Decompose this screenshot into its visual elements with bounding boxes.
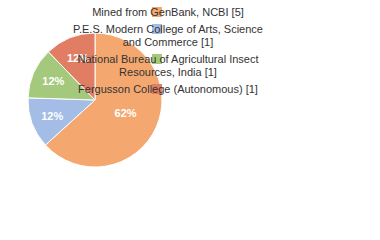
svg-text:P.E.S. Modern College of Arts,: P.E.S. Modern College of Arts, Sciencean…	[73, 23, 263, 48]
svg-text:12%: 12%	[42, 75, 64, 87]
svg-text:62%: 62%	[115, 107, 137, 119]
svg-text:12%: 12%	[41, 110, 63, 122]
svg-text:Fergusson College (Autonomous): Fergusson College (Autonomous) [1]	[78, 83, 258, 95]
svg-text:National Bureau of Agricultura: National Bureau of Agricultural InsectRe…	[78, 53, 259, 78]
svg-text:Mined from GenBank, NCBI [5]: Mined from GenBank, NCBI [5]	[92, 6, 244, 18]
